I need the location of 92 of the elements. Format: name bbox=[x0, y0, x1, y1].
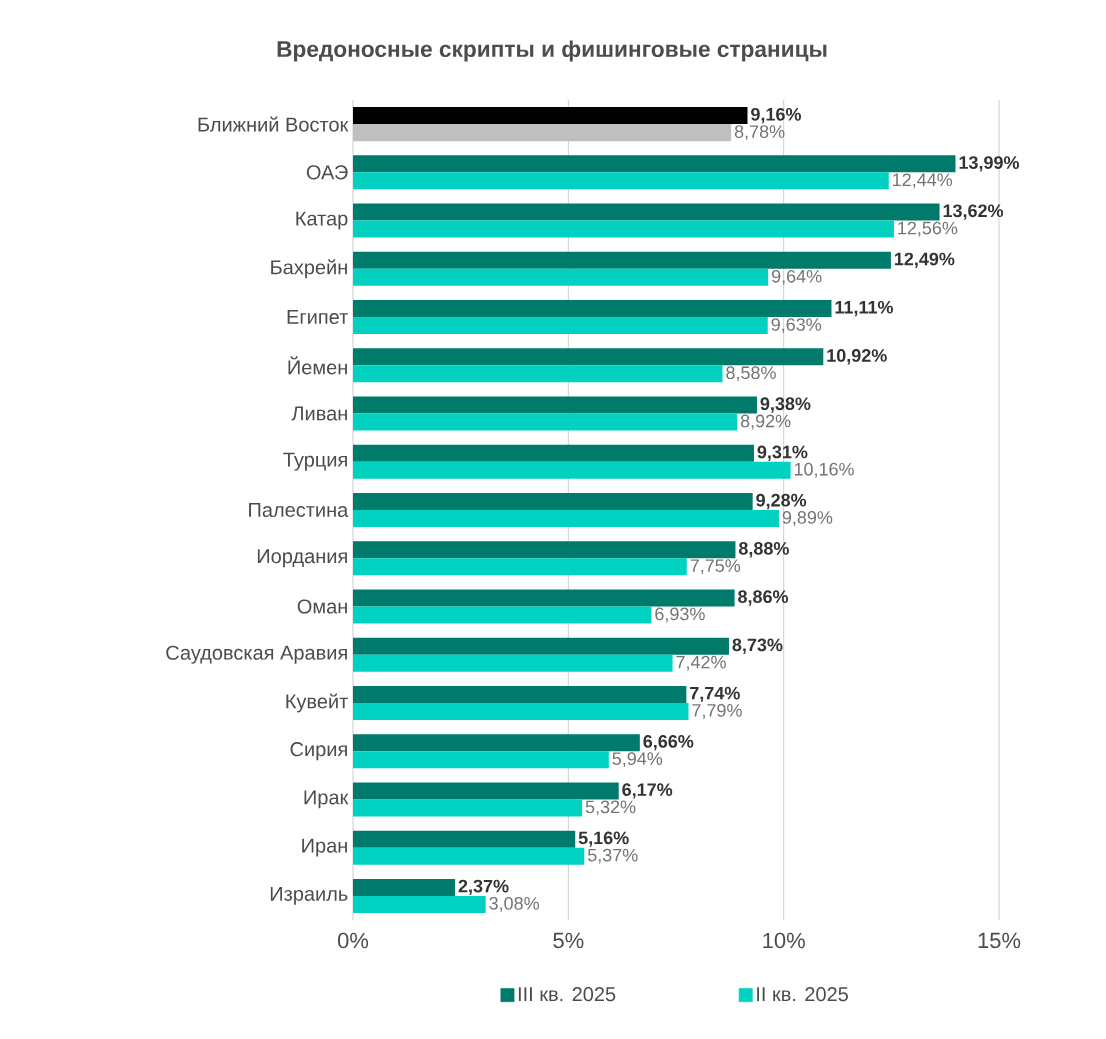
data-label: 8,88% bbox=[738, 542, 789, 558]
bar bbox=[353, 317, 768, 335]
data-label: 8,78% bbox=[734, 125, 785, 141]
data-label: 9,28% bbox=[756, 493, 807, 510]
y-tick-label: Катар bbox=[296, 211, 348, 230]
data-label: 9,16% bbox=[751, 107, 801, 124]
data-label: 13,99% bbox=[959, 156, 1020, 172]
bar bbox=[353, 348, 824, 366]
y-tick-label: Сирия bbox=[290, 742, 347, 761]
data-label: 5,32% bbox=[585, 800, 636, 816]
data-label: 12,49% bbox=[894, 252, 955, 268]
bar bbox=[353, 220, 894, 238]
y-tick-label: Оман bbox=[297, 599, 347, 614]
data-label: 9,31% bbox=[757, 445, 808, 461]
bar bbox=[353, 203, 940, 221]
data-label: 2,37% bbox=[458, 879, 509, 896]
y-tick-label: Саудовская Аравия bbox=[166, 645, 347, 664]
y-tick-label: Турция bbox=[283, 452, 347, 471]
data-label: 8,58% bbox=[726, 366, 776, 382]
bar bbox=[353, 396, 757, 414]
bar bbox=[353, 734, 640, 752]
bar bbox=[353, 541, 736, 559]
data-label: 5,37% bbox=[587, 848, 638, 864]
legend-label: III кв. 2025 bbox=[518, 987, 616, 1002]
bar bbox=[353, 702, 689, 720]
data-label: 10,16% bbox=[794, 462, 854, 478]
x-tick-label: 15% bbox=[978, 932, 1021, 949]
data-label: 13,62% bbox=[943, 204, 1004, 220]
data-label: 9,63% bbox=[771, 318, 822, 333]
x-tick-label: 0% bbox=[337, 932, 369, 949]
data-label: 5,94% bbox=[612, 752, 663, 768]
data-label: 8,73% bbox=[732, 638, 783, 654]
data-label: 12,56% bbox=[898, 221, 958, 237]
bar bbox=[353, 155, 956, 173]
legend-label: II кв. 2025 bbox=[757, 987, 848, 1002]
y-tick-label: Ливан bbox=[291, 406, 347, 421]
bar bbox=[353, 589, 735, 607]
data-label: 5,16% bbox=[578, 831, 629, 847]
bar bbox=[353, 444, 754, 462]
data-label: 7,79% bbox=[692, 704, 742, 719]
bar bbox=[353, 493, 753, 510]
data-label: 10,92% bbox=[827, 349, 887, 365]
bar bbox=[353, 300, 832, 318]
data-label: 11,11% bbox=[835, 300, 893, 317]
data-label: 6,17% bbox=[622, 783, 673, 799]
bar bbox=[353, 461, 791, 479]
bar bbox=[353, 268, 769, 286]
bar bbox=[353, 895, 486, 913]
bar bbox=[353, 799, 583, 817]
bar bbox=[353, 637, 729, 655]
y-tick-label: Йемен bbox=[288, 356, 347, 375]
y-tick-label: Бахрейн bbox=[271, 259, 347, 279]
data-label: 6,93% bbox=[655, 607, 705, 623]
data-label: 9,38% bbox=[760, 397, 811, 413]
bar bbox=[353, 654, 673, 672]
bar bbox=[353, 251, 891, 269]
bar bbox=[353, 510, 779, 528]
bar bbox=[353, 606, 652, 624]
chart-title: Вредоносные скрипты и фишинговые страницы bbox=[277, 40, 827, 62]
y-tick-label: Ирак bbox=[304, 790, 349, 809]
data-label: 9,89% bbox=[782, 511, 833, 526]
y-tick-label: Египет bbox=[287, 310, 348, 325]
data-label: 7,75% bbox=[690, 559, 741, 575]
bar bbox=[353, 847, 585, 865]
data-label: 8,86% bbox=[738, 590, 789, 606]
data-label: 3,08% bbox=[489, 896, 539, 912]
bar bbox=[353, 751, 609, 769]
bar bbox=[353, 124, 732, 142]
x-tick-label: 5% bbox=[553, 932, 584, 949]
y-tick-label: Ближний Восток bbox=[198, 116, 349, 132]
y-tick-label: Кувейт bbox=[286, 693, 348, 713]
bar bbox=[353, 878, 456, 896]
y-tick-label: Палестина bbox=[249, 503, 349, 517]
y-tick-label: Израиль bbox=[270, 886, 348, 905]
data-label: 7,42% bbox=[676, 655, 726, 671]
bar bbox=[353, 558, 687, 576]
data-label: 6,66% bbox=[643, 735, 694, 751]
data-label: 9,64% bbox=[771, 269, 822, 285]
bar bbox=[353, 685, 687, 703]
data-label: 8,92% bbox=[740, 414, 791, 430]
bar bbox=[353, 172, 889, 190]
bar bbox=[353, 413, 738, 431]
data-label: 7,74% bbox=[690, 686, 740, 703]
bar bbox=[353, 830, 576, 848]
bar bbox=[353, 782, 619, 800]
y-tick-label: ОАЭ bbox=[306, 165, 348, 180]
bar bbox=[353, 365, 723, 383]
bar bbox=[353, 107, 748, 125]
data-label: 12,44% bbox=[893, 173, 953, 189]
y-tick-label: Иран bbox=[302, 838, 347, 857]
y-tick-label: Иордания bbox=[257, 549, 347, 568]
x-tick-label: 10% bbox=[763, 932, 805, 949]
